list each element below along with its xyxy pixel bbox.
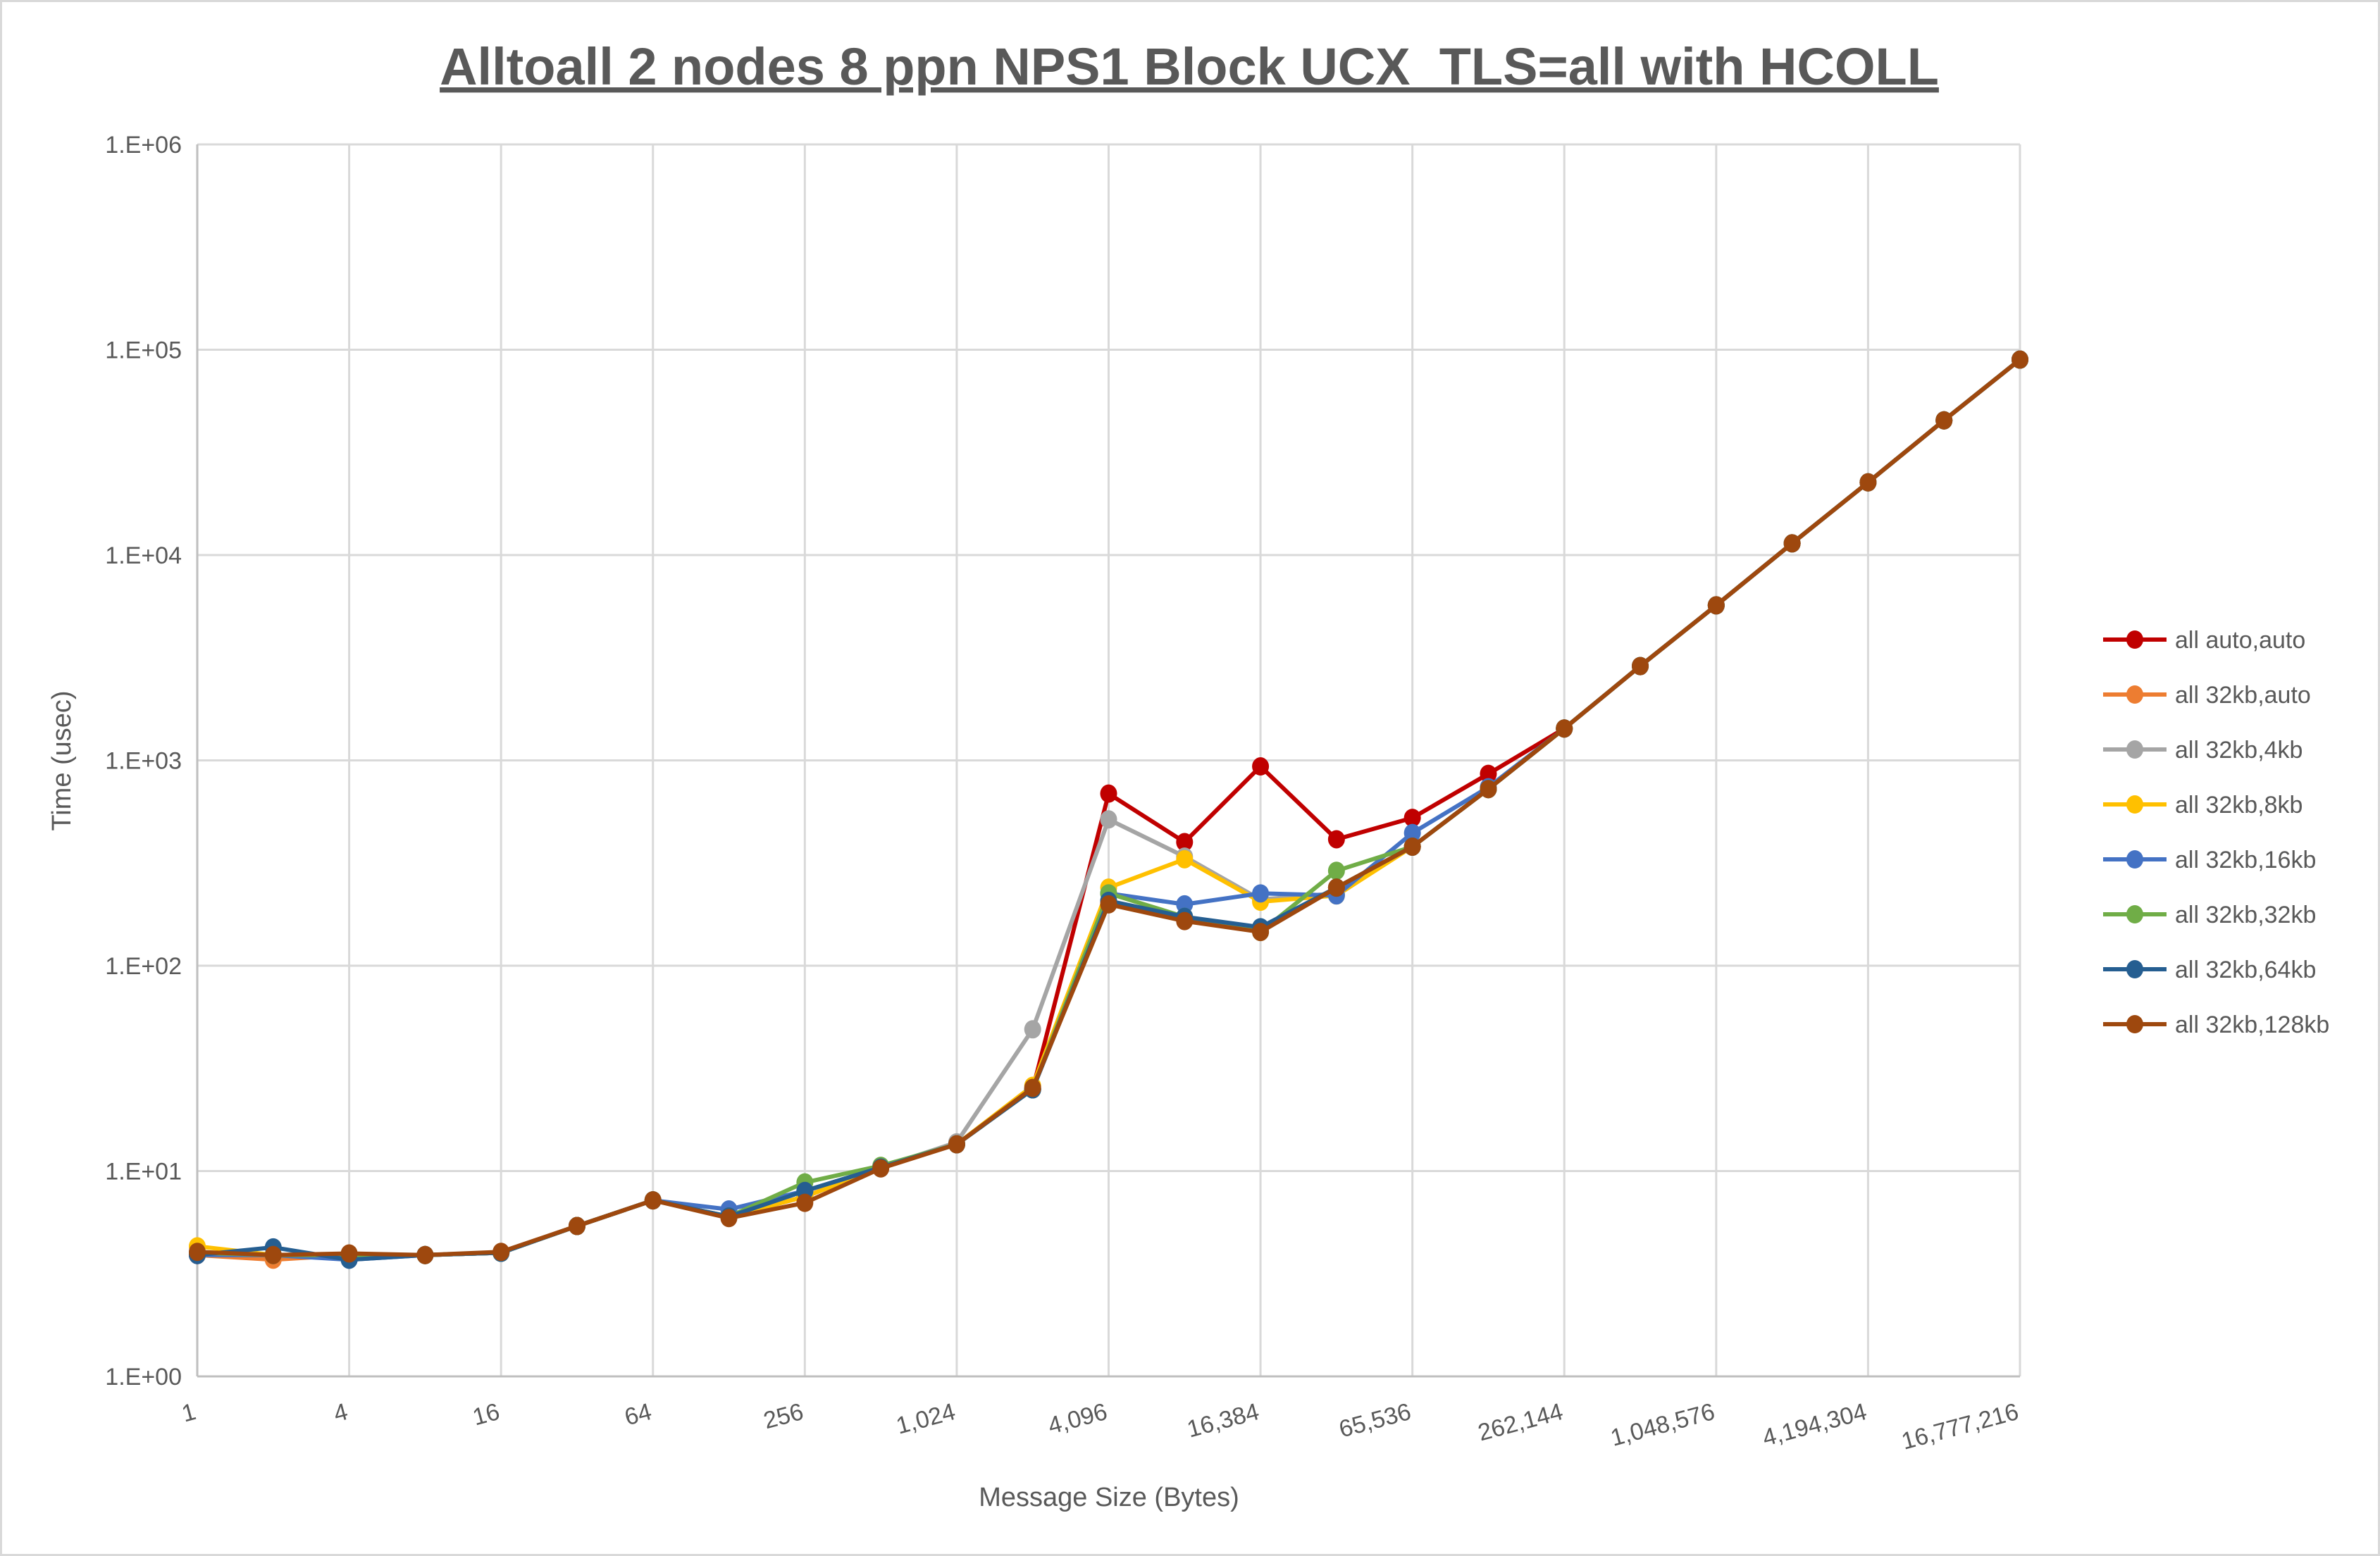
legend-entry: all 32kb,64kb (2103, 957, 2316, 983)
data-point (948, 1135, 965, 1154)
gridlines (197, 143, 2021, 1376)
x-tick-label: 16 (470, 1398, 502, 1431)
data-point (1100, 784, 1117, 803)
data-point (1100, 895, 1117, 914)
series-lines (189, 350, 2028, 1269)
data-point (1935, 411, 1953, 430)
y-tick-label: 1.E+05 (105, 337, 182, 364)
legend-entry: all 32kb,4kb (2103, 737, 2302, 764)
chart-title: Alltoall 2 nodes 8 ppn NPS1 Block UCX_TL… (440, 37, 1939, 96)
legend-label: all 32kb,4kb (2175, 737, 2302, 764)
data-point (1176, 833, 1194, 852)
legend-entry: all 32kb,32kb (2103, 902, 2316, 928)
x-tick-label: 4,096 (1046, 1398, 1110, 1440)
data-point (1024, 1078, 1041, 1097)
data-point (1707, 596, 1725, 615)
y-axis-label: Time (usec) (47, 690, 77, 830)
legend-marker (2126, 740, 2143, 759)
legend-label: all 32kb,16kb (2175, 847, 2316, 873)
legend-entry: all 32kb,128kb (2103, 1012, 2329, 1038)
data-point (1327, 878, 1345, 897)
data-point (1327, 861, 1345, 880)
data-point (872, 1159, 890, 1178)
y-tick-label: 1.E+04 (105, 542, 182, 569)
data-point (1480, 764, 1497, 783)
data-point (1176, 849, 1194, 869)
series-all-32kb-128kb (189, 350, 2028, 1264)
x-tick-label: 1 (179, 1398, 199, 1428)
data-point (492, 1243, 510, 1262)
legend-marker (2126, 960, 2143, 978)
data-point (1556, 719, 1573, 738)
data-point (1252, 757, 1270, 776)
y-tick-label: 1.E+06 (105, 132, 182, 158)
legend-label: all 32kb,64kb (2175, 957, 2316, 983)
x-tick-label: 1,048,576 (1608, 1398, 1718, 1452)
legend-entry: all 32kb,16kb (2103, 847, 2316, 873)
y-tick-label: 1.E+00 (105, 1364, 182, 1390)
legend-label: all 32kb,32kb (2175, 902, 2316, 928)
x-tick-label: 1,024 (893, 1398, 958, 1440)
data-point (1403, 823, 1421, 842)
data-point (2012, 350, 2028, 369)
data-point (1100, 810, 1117, 829)
data-point (796, 1193, 814, 1212)
data-point (340, 1244, 358, 1263)
data-point (568, 1216, 585, 1236)
y-tick-label: 1.E+03 (105, 748, 182, 775)
y-tick-label: 1.E+01 (105, 1159, 182, 1185)
legend-label: all 32kb,auto (2175, 682, 2311, 709)
legend-label: all 32kb,8kb (2175, 792, 2302, 819)
legend-marker (2126, 905, 2143, 923)
data-point (1403, 809, 1421, 828)
x-tick-label: 4 (331, 1398, 351, 1428)
legend-entry: all 32kb,8kb (2103, 792, 2302, 819)
data-point (1783, 534, 1801, 553)
data-point (1176, 911, 1194, 931)
legend-label: all 32kb,128kb (2175, 1012, 2329, 1038)
legend: all auto,auto all 32kb,auto all 32kb,4kb al… (2103, 627, 2329, 1038)
data-point (1480, 780, 1497, 799)
data-point (644, 1191, 662, 1210)
x-tick-label: 4,194,304 (1760, 1398, 1870, 1452)
x-axis-label: Message Size (Bytes) (979, 1483, 1239, 1512)
data-point (1327, 830, 1345, 849)
legend-marker (2126, 1015, 2143, 1033)
x-tick-label: 64 (621, 1398, 654, 1431)
x-tick-label: 262,144 (1475, 1398, 1566, 1447)
legend-marker (2126, 850, 2143, 869)
data-point (1632, 656, 1649, 676)
data-point (1403, 837, 1421, 856)
y-tick-label: 1.E+02 (105, 953, 182, 980)
legend-entry: all 32kb,auto (2103, 682, 2311, 709)
legend-marker (2126, 630, 2143, 649)
data-point (1024, 1020, 1041, 1039)
data-point (1252, 884, 1270, 903)
data-point (189, 1243, 206, 1262)
legend-marker (2126, 795, 2143, 814)
legend-label: all auto,auto (2175, 627, 2305, 654)
data-point (264, 1245, 282, 1264)
legend-marker (2126, 685, 2143, 704)
legend-entry: all auto,auto (2103, 627, 2305, 654)
x-tick-label: 16,777,216 (1899, 1398, 2021, 1455)
data-point (1859, 473, 1877, 492)
data-point (720, 1209, 738, 1228)
data-point (1252, 923, 1270, 942)
x-tick-label: 256 (761, 1398, 807, 1434)
x-tick-label: 65,536 (1336, 1398, 1413, 1443)
data-point (416, 1245, 434, 1264)
x-tick-label: 16,384 (1184, 1398, 1262, 1443)
